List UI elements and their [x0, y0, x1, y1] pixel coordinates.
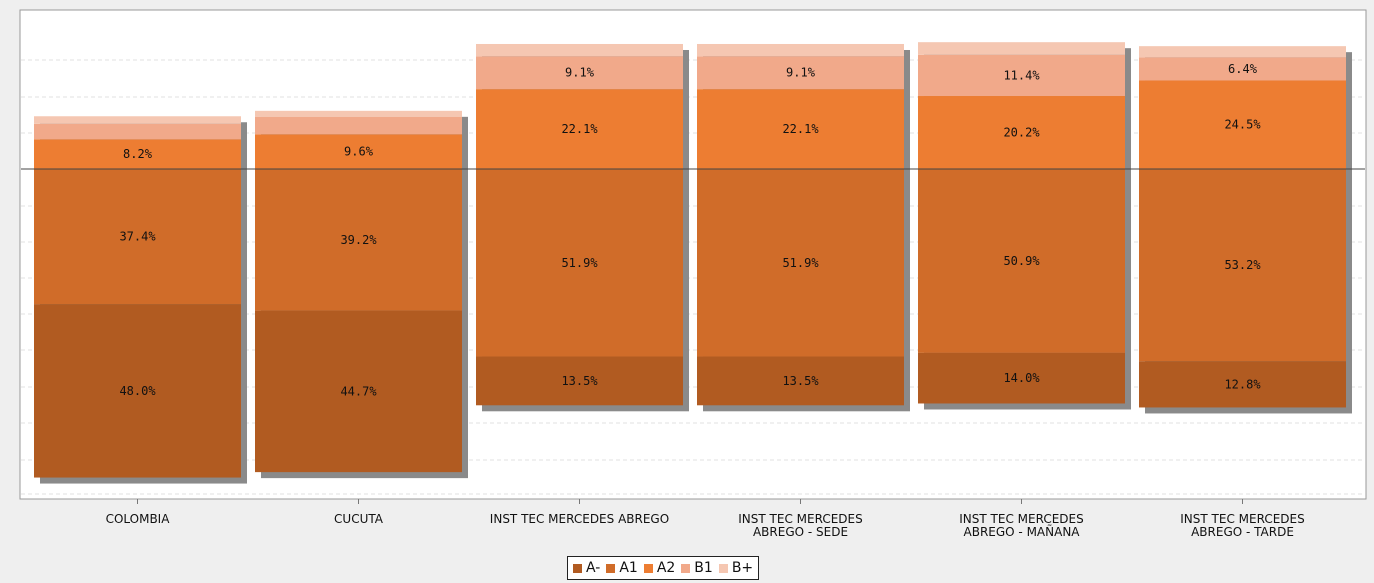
bar-segment-A-: [255, 310, 462, 473]
category-label: INST TEC MERCEDES ABREGO: [490, 512, 669, 526]
legend-item: A-: [573, 560, 600, 576]
bar-segment-A2: [476, 89, 683, 169]
data-label: 51.9%: [561, 256, 598, 270]
bar-segment-A1: [34, 169, 241, 305]
legend-item: B+: [718, 560, 754, 576]
data-label: 44.7%: [340, 384, 377, 398]
bar-segment-A-: [918, 352, 1125, 404]
category-label: CUCUTA: [334, 512, 384, 526]
data-label: 9.1%: [786, 66, 816, 80]
data-label: 51.9%: [782, 256, 819, 270]
legend-label: B+: [731, 560, 754, 576]
bar-segment-B1: [34, 123, 241, 140]
category-label: INST TEC MERCEDES: [738, 512, 862, 526]
bar-segment-A-: [1139, 361, 1346, 408]
bar-segment-B+: [34, 116, 241, 124]
bar-segment-B1: [918, 54, 1125, 97]
bar-segment-A2: [1139, 80, 1346, 169]
legend-item: B1: [681, 560, 713, 576]
legend-label: A2: [656, 560, 676, 576]
legend-item: A1: [606, 560, 638, 576]
bar-segment-A2: [255, 134, 462, 169]
bar-segment-A1: [697, 169, 904, 357]
data-label: 13.5%: [782, 374, 819, 388]
category-label: ABREGO - MAÑANA: [964, 524, 1081, 539]
bar-segment-B1: [697, 56, 904, 90]
data-label: 24.5%: [1224, 118, 1261, 132]
legend-swatch: [718, 563, 728, 573]
legend-swatch: [681, 563, 691, 573]
bar-segment-B1: [1139, 57, 1346, 81]
bar-segment-B+: [918, 42, 1125, 55]
data-label: 9.6%: [344, 145, 374, 159]
data-label: 50.9%: [1003, 254, 1040, 268]
category-label: INST TEC MERCEDES: [959, 512, 1083, 526]
bar-segment-A1: [255, 169, 462, 311]
legend-swatch: [606, 563, 616, 573]
bar-segment-B1: [476, 56, 683, 90]
data-label: 12.8%: [1224, 377, 1261, 391]
data-label: 6.4%: [1228, 62, 1258, 76]
data-label: 9.1%: [565, 66, 595, 80]
legend-item: A2: [643, 560, 676, 576]
data-label: 48.0%: [119, 384, 156, 398]
category-label: ABREGO - SEDE: [753, 525, 848, 539]
bar-segment-B+: [1139, 46, 1346, 58]
legend-label: A-: [586, 560, 601, 576]
chart-canvas: 37.4% 48.0% 8.2% COLOMBIA 39.2% 44.7% 9.6% CUCU…: [19, 9, 1367, 539]
data-label: 39.2%: [340, 233, 377, 247]
bar-segment-A2: [697, 89, 904, 169]
bar-segment-A2: [34, 139, 241, 169]
bar-segment-A1: [476, 169, 683, 357]
bar-segment-B+: [697, 43, 904, 57]
data-label: 11.4%: [1003, 68, 1040, 82]
bar-segment-A-: [697, 356, 904, 406]
bar-segment-A1: [918, 169, 1125, 353]
bar-segment-B+: [255, 110, 462, 117]
legend-label: B1: [694, 560, 713, 576]
data-label: 13.5%: [561, 374, 598, 388]
category-label: ABREGO - TARDE: [1191, 525, 1294, 539]
data-label: 22.1%: [561, 122, 598, 136]
bar-segment-B1: [255, 116, 462, 135]
legend-label: A1: [619, 560, 638, 576]
category-label: INST TEC MERCEDES: [1180, 512, 1304, 526]
data-label: 22.1%: [782, 122, 819, 136]
data-label: 14.0%: [1003, 371, 1040, 385]
data-label: 20.2%: [1003, 126, 1040, 140]
data-label: 8.2%: [123, 147, 153, 161]
chart-legend: A- A1 A2 B1 B+: [567, 556, 760, 580]
bar-segment-A-: [476, 356, 683, 406]
category-label: COLOMBIA: [106, 512, 171, 526]
legend-swatch: [643, 563, 653, 573]
bar-segment-B+: [476, 43, 683, 57]
bar-segment-A2: [918, 96, 1125, 169]
data-label: 53.2%: [1224, 258, 1261, 272]
legend-swatch: [573, 563, 582, 573]
bar-segment-A1: [1139, 169, 1346, 362]
bar-segment-A-: [34, 304, 241, 478]
data-label: 37.4%: [119, 230, 156, 244]
